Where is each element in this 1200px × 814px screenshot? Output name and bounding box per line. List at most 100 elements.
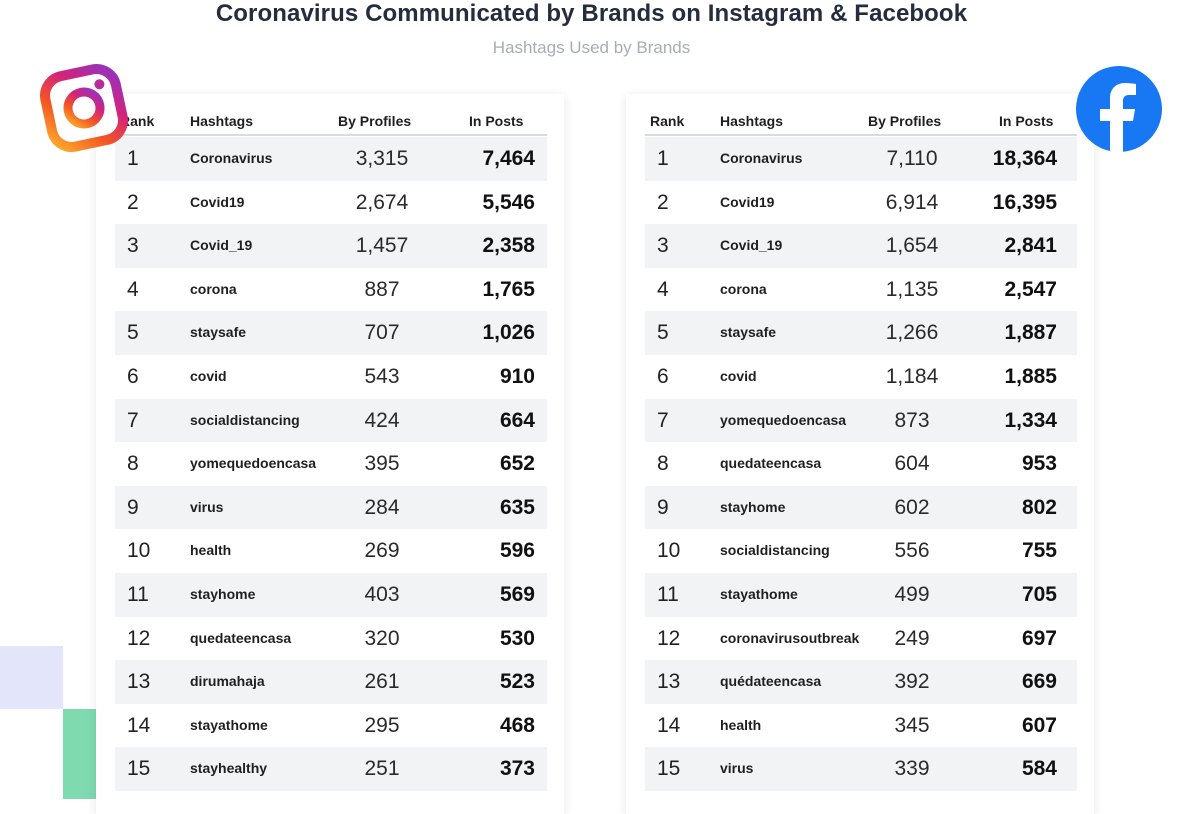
hashtag-cell: health [720,716,762,733]
posts-cell: 7,464 [482,147,535,170]
table-row: 14 stayathome 295 468 [115,704,547,748]
posts-cell: 1,334 [1004,408,1057,432]
profiles-cell: 403 [364,582,400,606]
hashtag-cell: yomequedoencasa [720,411,847,428]
profiles-cell: 295 [364,713,400,737]
header-by-profiles: By Profiles [338,113,412,129]
hashtag-cell: quedateencasa [190,629,292,646]
table-row: 10 health 269 596 [115,529,547,573]
posts-cell: 2,841 [1004,234,1057,258]
hashtag-cell: health [190,542,232,559]
profiles-cell: 284 [364,495,400,519]
hashtag-cell: virus [720,760,754,777]
profiles-cell: 1,457 [355,234,409,258]
rank-cell: 6 [657,364,669,388]
hashtag-cell: corona [190,280,237,297]
posts-cell: 16,395 [992,190,1057,214]
rank-cell: 13 [127,670,151,694]
table-row: 5 staysafe 1,266 1,887 [645,311,1077,355]
rank-cell: 8 [127,452,139,476]
table-row: 9 virus 284 635 [115,485,547,530]
rank-cell: 14 [127,713,151,737]
table-row: 7 yomequedoencasa 873 1,334 [645,398,1077,443]
posts-cell: 523 [499,670,535,694]
hashtag-cell: stayhealthy [190,760,268,777]
rank-cell: 4 [127,277,139,301]
hashtag-cell: Covid_19 [190,237,253,254]
header-hashtags: Hashtags [190,113,254,129]
hashtag-cell: virus [190,498,224,515]
hashtag-cell: quedateencasa [720,455,822,472]
rank-cell: 9 [657,495,669,519]
hashtag-cell: stayathome [190,716,268,733]
hashtag-cell: quédateencasa [720,673,822,690]
rank-cell: 5 [127,321,139,345]
header-in-posts: In Posts [469,113,524,129]
posts-cell: 1,765 [482,277,535,301]
facebook-logo-icon [1076,66,1162,153]
posts-cell: 5,546 [482,190,535,214]
rank-cell: 15 [657,757,681,781]
posts-cell: 596 [499,539,535,563]
hashtag-cell: dirumahaja [190,673,265,690]
facebook-table-card: Rank Hashtags By Profiles In Posts 1 Coro… [626,94,1094,814]
posts-cell: 584 [1021,757,1057,781]
posts-cell: 635 [499,495,535,519]
rank-cell: 3 [127,234,139,258]
rank-cell: 9 [127,495,139,519]
header-hashtags: Hashtags [720,113,784,129]
posts-cell: 607 [1021,713,1057,737]
posts-cell: 2,358 [482,234,535,258]
posts-cell: 910 [499,364,535,388]
posts-cell: 669 [1021,670,1057,694]
profiles-cell: 339 [894,757,930,781]
rank-cell: 4 [657,277,669,301]
rank-cell: 13 [657,670,681,694]
table-row: 7 socialdistancing 424 664 [115,398,547,443]
posts-cell: 705 [1021,582,1057,606]
hashtag-cell: staysafe [720,324,777,341]
profiles-cell: 261 [364,670,400,694]
posts-cell: 530 [499,626,535,650]
rank-cell: 3 [657,234,669,258]
hashtag-cell: socialdistancing [190,411,300,428]
profiles-cell: 392 [894,670,930,694]
posts-cell: 953 [1021,452,1057,476]
table-row: 15 stayhealthy 251 373 [115,747,547,791]
page-title: Coronavirus Communicated by Brands on In… [215,0,968,27]
rank-cell: 8 [657,452,669,476]
profiles-cell: 3,315 [355,147,409,170]
posts-cell: 697 [1021,626,1057,650]
posts-cell: 755 [1021,539,1057,563]
profiles-cell: 320 [364,626,400,650]
table-row: 8 yomequedoencasa 395 652 [115,442,547,486]
profiles-cell: 602 [894,495,930,519]
hashtag-cell: Covid19 [190,193,245,210]
hashtag-cell: Covid19 [720,193,775,210]
table-row: 13 dirumahaja 261 523 [115,660,547,704]
table-row: 11 stayathome 499 705 [645,572,1077,617]
profiles-cell: 1,654 [885,234,939,258]
hashtag-cell: Covid_19 [720,237,783,254]
rank-cell: 11 [657,582,679,606]
header-rank: Rank [120,113,155,129]
posts-cell: 2,547 [1004,277,1057,301]
hashtag-cell: corona [720,280,767,297]
profiles-cell: 543 [364,364,400,388]
profiles-cell: 345 [894,713,930,737]
posts-cell: 1,885 [1004,364,1057,388]
posts-cell: 18,364 [992,147,1057,170]
hashtag-cell: coronavirusoutbreak [720,629,860,646]
header-by-profiles: By Profiles [868,113,942,129]
table-row: 4 corona 887 1,765 [115,268,547,312]
rank-cell: 7 [127,408,139,432]
table-header: Rank Hashtags By Profiles In Posts [115,94,547,136]
profiles-cell: 249 [894,626,930,650]
table-header: Rank Hashtags By Profiles In Posts [645,94,1077,136]
rank-cell: 10 [657,539,681,563]
profiles-cell: 2,674 [355,190,409,214]
decorative-lavender-square [0,646,63,709]
table-row: 15 virus 339 584 [645,747,1077,791]
instagram-logo-icon [40,64,128,152]
profiles-cell: 707 [364,321,400,345]
